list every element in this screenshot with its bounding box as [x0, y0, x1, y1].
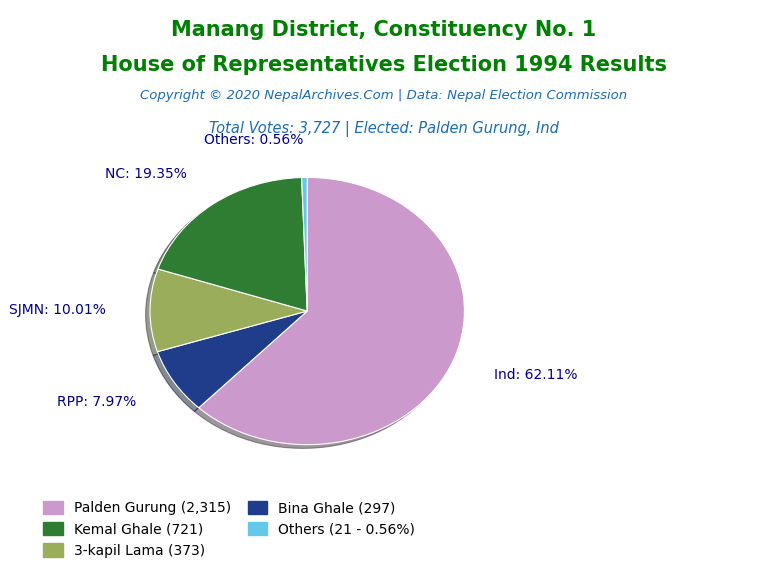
Text: NC: 19.35%: NC: 19.35% [104, 167, 187, 181]
Text: RPP: 7.97%: RPP: 7.97% [58, 395, 137, 409]
Text: Manang District, Constituency No. 1: Manang District, Constituency No. 1 [171, 20, 597, 40]
Text: Copyright © 2020 NepalArchives.Com | Data: Nepal Election Commission: Copyright © 2020 NepalArchives.Com | Dat… [141, 89, 627, 103]
Text: SJMN: 10.01%: SJMN: 10.01% [9, 303, 106, 317]
Wedge shape [199, 177, 465, 445]
Wedge shape [158, 177, 307, 311]
Legend: Palden Gurung (2,315), Kemal Ghale (721), 3-kapil Lama (373), Bina Ghale (297), : Palden Gurung (2,315), Kemal Ghale (721)… [38, 495, 421, 563]
Wedge shape [157, 311, 307, 408]
Text: Total Votes: 3,727 | Elected: Palden Gurung, Ind: Total Votes: 3,727 | Elected: Palden Gur… [209, 121, 559, 137]
Wedge shape [302, 177, 307, 311]
Text: House of Representatives Election 1994 Results: House of Representatives Election 1994 R… [101, 55, 667, 75]
Wedge shape [150, 269, 307, 352]
Text: Others: 0.56%: Others: 0.56% [204, 133, 303, 147]
Text: Ind: 62.11%: Ind: 62.11% [494, 367, 578, 381]
